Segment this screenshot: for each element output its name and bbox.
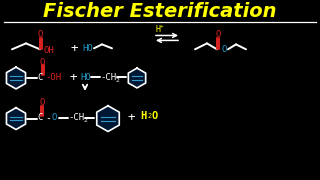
Text: -: - xyxy=(45,113,51,123)
Text: +: + xyxy=(160,23,164,28)
Polygon shape xyxy=(6,67,26,89)
Polygon shape xyxy=(97,106,119,131)
Text: O: O xyxy=(51,113,56,122)
Text: C: C xyxy=(37,73,42,82)
Polygon shape xyxy=(128,68,146,88)
Text: Fischer Esterification: Fischer Esterification xyxy=(43,2,277,21)
Text: 2: 2 xyxy=(115,78,119,82)
Text: HO: HO xyxy=(80,73,91,82)
Text: O: O xyxy=(151,111,157,121)
Text: O: O xyxy=(39,98,44,107)
Text: OH: OH xyxy=(44,46,55,55)
Text: +: + xyxy=(69,71,77,84)
Text: 2: 2 xyxy=(147,113,151,119)
Polygon shape xyxy=(6,108,26,130)
Text: +: + xyxy=(70,42,78,55)
Text: C: C xyxy=(37,113,42,122)
Text: 2: 2 xyxy=(83,118,87,123)
Text: H: H xyxy=(155,25,160,34)
Text: O: O xyxy=(40,58,45,67)
Text: -OH: -OH xyxy=(45,73,61,82)
Text: +: + xyxy=(128,111,135,124)
Text: O: O xyxy=(221,45,226,54)
Text: -CH: -CH xyxy=(100,73,116,82)
Text: O: O xyxy=(38,30,44,39)
Text: H: H xyxy=(140,111,146,121)
Text: -CH: -CH xyxy=(68,113,84,122)
Text: O: O xyxy=(215,30,220,39)
Text: HO: HO xyxy=(82,44,93,53)
